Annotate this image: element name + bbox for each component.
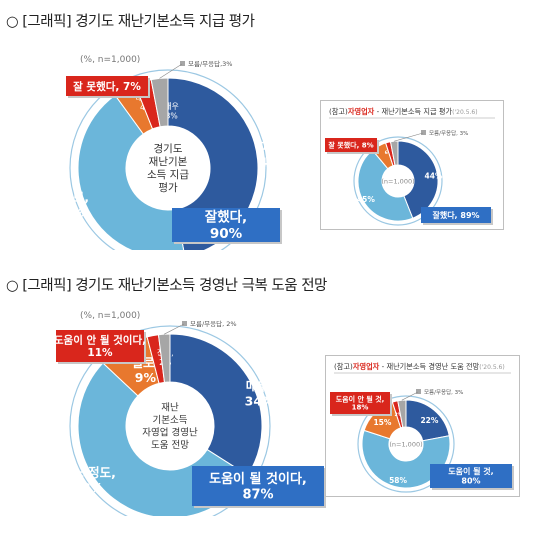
- svg-text:잘 못했다, 7%: 잘 못했다, 7%: [73, 80, 141, 93]
- svg-text:11%: 11%: [87, 347, 113, 359]
- svg-text:모름/무응답,3%: 모름/무응답,3%: [188, 60, 232, 68]
- slice-1: [405, 399, 450, 442]
- slice-label-2: 45%: [357, 195, 375, 204]
- slice-5: [150, 77, 169, 128]
- svg-text:(참고)자영업자 - 재난기본소득 경영난 도움 전망('2: (참고)자영업자 - 재난기본소득 경영난 도움 전망('20.5.6): [334, 362, 505, 371]
- svg-text:소득 지급: 소득 지급: [147, 169, 189, 181]
- svg-text:도움이 될 것,: 도움이 될 것,: [448, 466, 493, 476]
- chart-inset-self-employed-help-outlook: (참고)자영업자 - 재난기본소득 경영난 도움 전망('20.5.6) 22% 5…: [325, 355, 520, 497]
- slice-5: [389, 140, 399, 166]
- callout-negative: 잘 못했다, 7%: [66, 76, 150, 98]
- svg-text:매우,: 매우,: [260, 139, 288, 154]
- svg-text:80%: 80%: [461, 477, 480, 486]
- svg-text:어느 정도,: 어느 정도,: [61, 465, 116, 480]
- svg-text:잘했다, 89%: 잘했다, 89%: [432, 210, 479, 220]
- svg-text:43%: 43%: [54, 205, 84, 220]
- svg-text:90%: 90%: [210, 226, 243, 242]
- slice-5: [397, 399, 407, 428]
- chart-inset-self-employed-evaluation: (참고)자영업자 - 재난기본소득 지급 평가('20.5.6) 44% 45% 6%…: [320, 100, 504, 230]
- slice-label-1: 매우,47%: [259, 139, 289, 169]
- svg-text:잘했다,: 잘했다,: [205, 210, 247, 226]
- callout-positive: 도움이 될 것,80%: [430, 464, 514, 490]
- svg-text:기본소득: 기본소득: [153, 415, 188, 426]
- slice-label-3: 15%: [373, 418, 391, 427]
- no-response-note: 모름/무응답, 3%: [394, 130, 468, 142]
- svg-text:평가: 평가: [158, 182, 178, 194]
- slice-1: [169, 333, 263, 476]
- slice-5: [157, 333, 171, 383]
- sample-size-note: (%, n=1,000): [80, 311, 140, 321]
- sample-size-note: (%, n=1,000): [80, 55, 140, 65]
- slice-1: [397, 140, 439, 219]
- svg-text:재난기본: 재난기본: [149, 156, 188, 168]
- inset-title: (참고)자영업자 - 재난기본소득 지급 평가('20.5.6): [329, 107, 495, 119]
- slice-2: [77, 94, 185, 250]
- svg-text:경기도: 경기도: [154, 142, 183, 155]
- slice-2: [357, 149, 414, 222]
- slice-label-2: 어느 정도,53%: [61, 465, 116, 495]
- callout-positive: 잘했다, 89%: [421, 207, 493, 225]
- svg-text:도움이 안 될 것,: 도움이 안 될 것,: [336, 394, 385, 403]
- chart-main-business-help-outlook: (%, n=1,000)매우,34%어느 정도,53%별로,9%전혀,2%모름/…: [40, 306, 330, 516]
- svg-text:도움 전망: 도움 전망: [151, 440, 189, 451]
- slice-label-2: 대체로,43%: [50, 190, 89, 220]
- callout-positive: 도움이 될 것이다,87%: [192, 466, 326, 508]
- svg-text:매우,: 매우,: [246, 379, 274, 394]
- slice-label-4: 2%: [394, 412, 402, 418]
- no-response-note: 모름/무응답, 3%: [401, 389, 463, 401]
- svg-text:(n=1,000): (n=1,000): [389, 440, 422, 448]
- section-title-1: ○ [그래픽] 경기도 재난기본소득 지급 평가: [6, 14, 255, 30]
- outer-ring: [357, 395, 455, 493]
- callout-negative: 잘 못했다, 8%: [325, 138, 379, 154]
- center-label: (n=1,000): [381, 167, 415, 195]
- svg-text:87%: 87%: [242, 487, 273, 502]
- callout-negative: 도움이 안 될 것이다,11%: [54, 330, 146, 364]
- slice-1: [167, 77, 259, 250]
- slice-label-2: 58%: [389, 476, 407, 485]
- no-response-note: 모름/무응답,3%: [159, 60, 232, 79]
- svg-text:모름/무응답, 3%: 모름/무응답, 3%: [429, 130, 468, 137]
- svg-text:(참고)자영업자 - 재난기본소득 지급 평가('20.5.: (참고)자영업자 - 재난기본소득 지급 평가('20.5.6): [329, 107, 478, 116]
- slice-label-1: 22%: [420, 416, 438, 425]
- slice-label-1: 매우,34%: [245, 379, 275, 409]
- inset-title: (참고)자영업자 - 재난기본소득 경영난 도움 전망('20.5.6): [334, 362, 511, 374]
- svg-text:모름/무응답, 2%: 모름/무응답, 2%: [190, 320, 237, 328]
- svg-text:자영업 경영난: 자영업 경영난: [142, 427, 198, 439]
- svg-text:재난: 재난: [161, 403, 179, 414]
- no-response-note: 모름/무응답, 2%: [164, 320, 237, 335]
- svg-text:매우: 매우: [164, 102, 178, 111]
- chart-main-payment-evaluation: (%, n=1,000)매우,47%대체로,43%대체로4%매우3%모름/무응답…: [40, 50, 320, 250]
- svg-text:3%: 3%: [165, 111, 177, 120]
- outer-ring: [69, 325, 271, 516]
- svg-text:(n=1,000): (n=1,000): [381, 177, 414, 185]
- section-title-2: ○ [그래픽] 경기도 재난기본소득 경영난 극복 도움 전망: [6, 278, 327, 294]
- svg-text:9%: 9%: [135, 370, 157, 385]
- svg-text:잘 못했다, 8%: 잘 못했다, 8%: [328, 141, 373, 150]
- slice-label-1: 44%: [425, 171, 443, 180]
- outer-ring: [69, 69, 267, 250]
- callout-positive: 잘했다,90%: [172, 208, 282, 244]
- svg-text:대체로,: 대체로,: [50, 190, 89, 205]
- callout-negative: 도움이 안 될 것,18%: [330, 392, 392, 416]
- svg-text:47%: 47%: [259, 154, 289, 169]
- svg-text:34%: 34%: [245, 394, 275, 409]
- slice-label-4: 매우3%: [164, 102, 178, 120]
- svg-text:모름/무응답, 3%: 모름/무응답, 3%: [424, 389, 463, 396]
- center-label: (n=1,000): [389, 429, 423, 459]
- svg-text:53%: 53%: [73, 480, 103, 495]
- svg-text:도움이 될 것이다,: 도움이 될 것이다,: [209, 471, 307, 487]
- svg-text:18%: 18%: [352, 404, 369, 412]
- svg-text:도움이 안 될 것이다,: 도움이 안 될 것이다,: [54, 333, 146, 346]
- outer-ring: [353, 136, 443, 226]
